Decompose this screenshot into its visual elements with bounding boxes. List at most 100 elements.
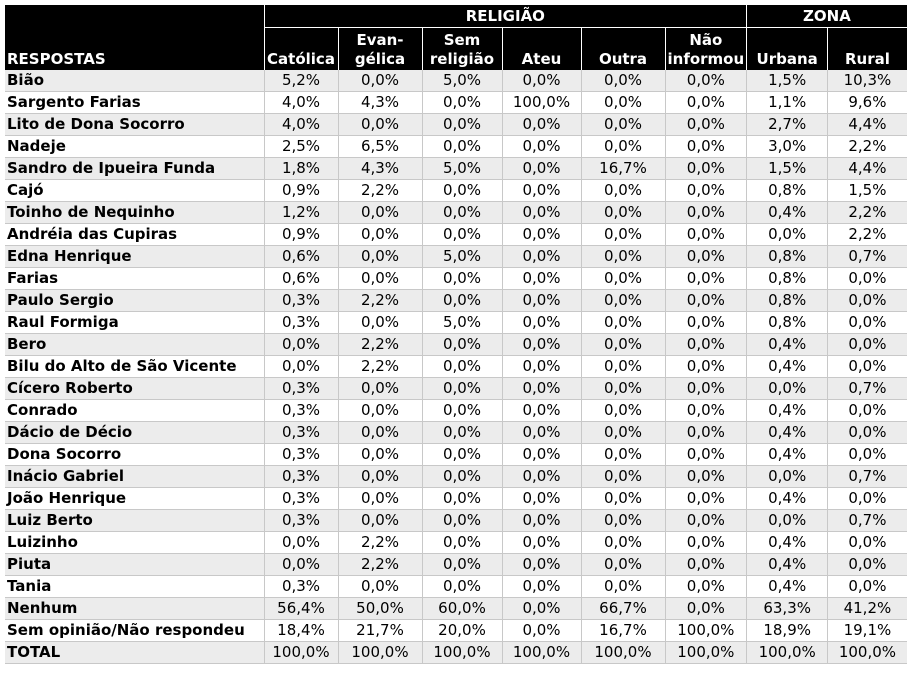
cell-value: 16,7% (580, 619, 665, 642)
cell-value: 0,0% (501, 619, 581, 642)
cell-value: 0,0% (827, 443, 907, 466)
cell-value: 0,0% (421, 465, 502, 488)
cell-value: 0,0% (501, 421, 581, 444)
cell-value: 1,5% (827, 179, 907, 202)
cell-value: 0,0% (337, 311, 422, 334)
cell-value: 0,7% (827, 245, 907, 268)
header-zona: ZONA (746, 5, 907, 28)
cell-value: 0,3% (263, 289, 338, 312)
cell-value: 2,2% (827, 223, 907, 246)
cell-value: 0,0% (421, 223, 502, 246)
cell-value: 41,2% (827, 597, 907, 620)
cell-value: 0,0% (664, 531, 747, 554)
cell-value: 21,7% (337, 619, 422, 642)
cell-value: 0,0% (827, 311, 907, 334)
cell-value: 0,0% (337, 201, 422, 224)
cell-value: 0,0% (501, 531, 581, 554)
cell-value: 0,0% (421, 399, 502, 422)
cell-value: 0,0% (827, 333, 907, 356)
cell-value: 3,0% (746, 135, 828, 158)
table-row: Sem opinião/Não respondeu 18,4% 21,7% 20,0%… (5, 619, 907, 642)
cell-value: 0,0% (664, 509, 747, 532)
column-header: Outra (580, 27, 665, 70)
cell-value: 0,0% (664, 465, 747, 488)
cell-value: 0,0% (337, 465, 422, 488)
cell-value: 0,0% (580, 553, 665, 576)
cell-value: 0,6% (263, 245, 338, 268)
cell-value: 0,0% (827, 421, 907, 444)
table-row: Nenhum 56,4% 50,0% 60,0% 0,0% 66,7% 0,0% 63,3% 4… (5, 597, 907, 620)
cell-value: 100,0% (827, 641, 907, 664)
cell-value: 0,0% (664, 399, 747, 422)
cell-value: 0,0% (664, 223, 747, 246)
cell-value: 0,0% (664, 135, 747, 158)
cell-value: 0,0% (421, 443, 502, 466)
cell-value: 0,0% (827, 531, 907, 554)
cell-value: 0,0% (664, 421, 747, 444)
cell-value: 0,0% (664, 553, 747, 576)
cell-value: 0,0% (501, 223, 581, 246)
cell-value: 0,0% (337, 575, 422, 598)
cell-value: 0,0% (337, 267, 422, 290)
cell-value: 5,0% (421, 245, 502, 268)
cell-value: 0,0% (337, 399, 422, 422)
cell-value: 0,0% (421, 531, 502, 554)
cell-value: 9,6% (827, 91, 907, 114)
column-header: Católica (263, 27, 338, 70)
cell-value: 0,0% (827, 267, 907, 290)
cell-value: 0,4% (746, 421, 828, 444)
column-header-line: Rural (844, 50, 890, 68)
cell-value: 0,3% (263, 311, 338, 334)
table-row: Inácio Gabriel 0,3% 0,0% 0,0% 0,0% 0,0% 0,0% 0,… (5, 465, 907, 488)
cell-value: 0,0% (421, 355, 502, 378)
cell-value: 5,0% (421, 157, 502, 180)
row-label: Luizinho (5, 531, 264, 554)
row-label: Bero (5, 333, 264, 356)
cell-value: 0,3% (263, 421, 338, 444)
cell-value: 0,0% (580, 575, 665, 598)
row-label: Sem opinião/Não respondeu (5, 619, 264, 642)
cell-value: 16,7% (580, 157, 665, 180)
row-label: Nenhum (5, 597, 264, 620)
cell-value: 0,0% (664, 70, 747, 92)
cell-value: 0,4% (746, 575, 828, 598)
cell-value: 19,1% (827, 619, 907, 642)
cell-value: 0,0% (501, 135, 581, 158)
row-label: Dona Socorro (5, 443, 264, 466)
cell-value: 100,0% (580, 641, 665, 664)
cell-value: 0,0% (501, 201, 581, 224)
cell-value: 0,0% (664, 245, 747, 268)
cell-value: 1,1% (746, 91, 828, 114)
cell-value: 0,4% (746, 553, 828, 576)
cell-value: 0,0% (827, 355, 907, 378)
cell-value: 66,7% (580, 597, 665, 620)
row-label: Tania (5, 575, 264, 598)
cell-value: 100,0% (664, 619, 747, 642)
cell-value: 0,0% (337, 443, 422, 466)
cell-value: 0,0% (421, 575, 502, 598)
cell-value: 56,4% (263, 597, 338, 620)
cell-value: 10,3% (827, 70, 907, 92)
table-row: Lito de Dona Socorro 4,0% 0,0% 0,0% 0,0% 0,0%… (5, 113, 907, 136)
column-header-line: informou (667, 50, 745, 68)
cell-value: 2,2% (337, 333, 422, 356)
cell-value: 0,0% (664, 311, 747, 334)
cell-value: 0,0% (501, 509, 581, 532)
cell-value: 4,3% (337, 157, 422, 180)
cell-value: 100,0% (501, 641, 581, 664)
cell-value: 0,0% (421, 553, 502, 576)
row-label: Nadeje (5, 135, 264, 158)
cell-value: 0,0% (263, 553, 338, 576)
cell-value: 0,3% (263, 487, 338, 510)
cell-value: 100,0% (664, 641, 747, 664)
row-label: Sandro de Ipueira Funda (5, 157, 264, 180)
row-label: Dácio de Décio (5, 421, 264, 444)
cell-value: 0,0% (664, 113, 747, 136)
cell-value: 0,0% (746, 509, 828, 532)
row-label: TOTAL (5, 641, 264, 664)
column-header: Ateu (501, 27, 581, 70)
cell-value: 0,0% (263, 333, 338, 356)
cell-value: 0,0% (664, 355, 747, 378)
cell-value: 2,2% (827, 135, 907, 158)
cell-value: 4,0% (263, 91, 338, 114)
